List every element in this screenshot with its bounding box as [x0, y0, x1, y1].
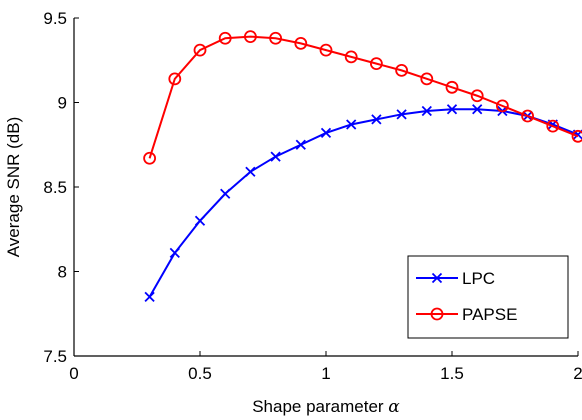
data-point-lpc	[295, 139, 306, 150]
x-tick-label: 1.5	[440, 364, 464, 383]
data-point-papse	[571, 129, 582, 143]
series-papse-line	[148, 35, 579, 159]
data-point-lpc	[144, 291, 155, 302]
x-tick-label: 0	[69, 364, 78, 383]
data-point-lpc	[220, 188, 231, 199]
y-tick-label: 7.5	[43, 347, 67, 366]
series-papse	[143, 30, 582, 165]
data-point-lpc	[169, 247, 180, 259]
y-axis-label: Average SNR (dB)	[4, 117, 23, 257]
data-point-lpc	[421, 105, 432, 117]
x-tick-label: 0.5	[188, 364, 212, 383]
data-point-lpc	[320, 127, 332, 139]
data-point-lpc	[346, 119, 357, 130]
y-tick-label: 8.5	[43, 178, 67, 197]
x-tick-label: 2	[573, 364, 582, 383]
legend-marker-lpc	[431, 272, 443, 284]
x-tick-label: 1	[321, 364, 330, 383]
data-point-papse	[445, 80, 459, 94]
data-point-lpc	[245, 166, 256, 177]
data-point-papse	[218, 31, 232, 45]
y-tick-label: 9.5	[43, 9, 67, 28]
data-point-papse	[319, 43, 333, 57]
data-point-lpc	[371, 114, 382, 125]
y-tick-label: 9	[58, 94, 67, 113]
data-point-papse	[369, 57, 383, 71]
data-point-papse	[546, 119, 560, 133]
x-axis-label: Shape parameter α	[252, 397, 400, 417]
data-point-papse	[495, 99, 509, 113]
data-point-papse	[168, 72, 182, 86]
data-point-lpc	[396, 109, 407, 120]
y-tick-label: 8	[58, 263, 67, 282]
data-point-papse	[143, 151, 157, 165]
data-point-lpc	[270, 151, 281, 162]
data-point-papse	[294, 36, 308, 50]
legend-box	[407, 255, 569, 339]
legend-label-papse: PAPSE	[462, 305, 517, 324]
data-point-papse	[193, 43, 207, 57]
data-point-papse	[269, 31, 283, 45]
data-point-papse	[243, 30, 257, 43]
legend: LPC PAPSE	[407, 255, 569, 339]
tick-layer: 0 0.5 1 1.5 2 7.5 8 8.5 9 9.5	[43, 9, 582, 383]
data-point-lpc	[472, 104, 483, 115]
data-point-lpc	[446, 104, 458, 115]
data-point-papse	[521, 109, 534, 123]
data-point-papse	[395, 63, 409, 77]
legend-label-lpc: LPC	[462, 269, 495, 288]
series-layer	[143, 30, 582, 302]
data-point-papse	[344, 50, 358, 64]
data-point-papse	[420, 72, 434, 86]
data-point-papse	[470, 89, 484, 103]
legend-marker-papse	[430, 307, 444, 321]
data-point-lpc	[194, 215, 206, 226]
